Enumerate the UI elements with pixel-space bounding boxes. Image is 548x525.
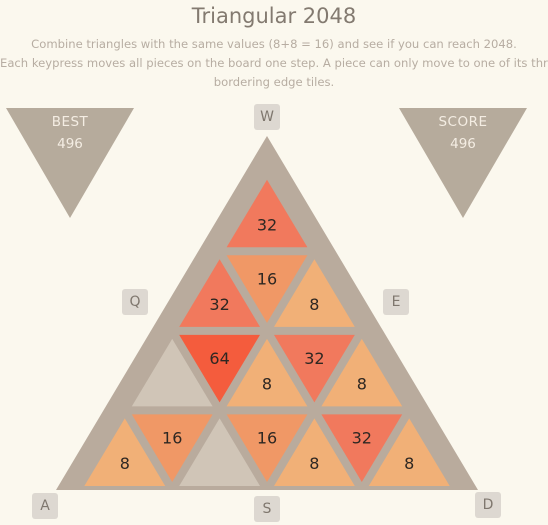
instructions-line-3: bordering edge tiles. [213, 75, 335, 89]
tile [321, 338, 403, 407]
tile [226, 255, 308, 323]
score-label: SCORE [438, 114, 488, 130]
score-panel: SCORE 496 [399, 108, 527, 218]
instructions: Combine triangles with the same values (… [0, 35, 548, 92]
tile-value: 16 [257, 429, 277, 448]
key-q-button[interactable]: Q [122, 289, 148, 315]
key-s-button[interactable]: S [254, 496, 280, 522]
best-panel-triangle [6, 108, 134, 218]
best-panel: BEST 496 [6, 108, 134, 218]
tile [84, 418, 166, 486]
tile [226, 179, 308, 248]
tile [226, 338, 308, 407]
tile [274, 259, 355, 327]
key-a-button[interactable]: A [32, 493, 58, 519]
instructions-line-2: Each keypress moves all pieces on the bo… [0, 56, 548, 70]
score-value: 496 [450, 136, 476, 152]
tile [368, 418, 450, 486]
tile-value: 32 [257, 215, 277, 234]
game-title: Triangular 2048 [191, 4, 357, 28]
tile [226, 414, 308, 482]
best-label: BEST [51, 114, 89, 130]
tile-value: 32 [304, 349, 324, 368]
tile-value: 8 [357, 374, 367, 393]
tile-value: 8 [404, 454, 414, 473]
tile [274, 418, 355, 486]
tile-value: 8 [262, 374, 272, 393]
tile-value: 8 [309, 454, 319, 473]
tile-value: 8 [120, 454, 130, 473]
key-e-button[interactable]: E [383, 289, 409, 315]
tile-value: 16 [257, 269, 277, 288]
instructions-line-1: Combine triangles with the same values (… [31, 37, 517, 51]
tile-value: 16 [162, 429, 182, 448]
score-panel-triangle [399, 108, 527, 218]
key-d-button[interactable]: D [475, 492, 501, 518]
tile [321, 414, 403, 482]
tile-value: 32 [209, 295, 229, 314]
tile [131, 414, 213, 482]
tile [179, 259, 260, 327]
tile-value: 8 [309, 295, 319, 314]
key-w-button[interactable]: W [254, 104, 280, 130]
tile-value: 64 [209, 349, 229, 368]
tile [274, 334, 355, 403]
empty-tile [131, 338, 213, 407]
tile-value: 32 [352, 429, 372, 448]
best-value: 496 [57, 136, 83, 152]
empty-tile [179, 418, 260, 486]
tile [179, 334, 260, 403]
